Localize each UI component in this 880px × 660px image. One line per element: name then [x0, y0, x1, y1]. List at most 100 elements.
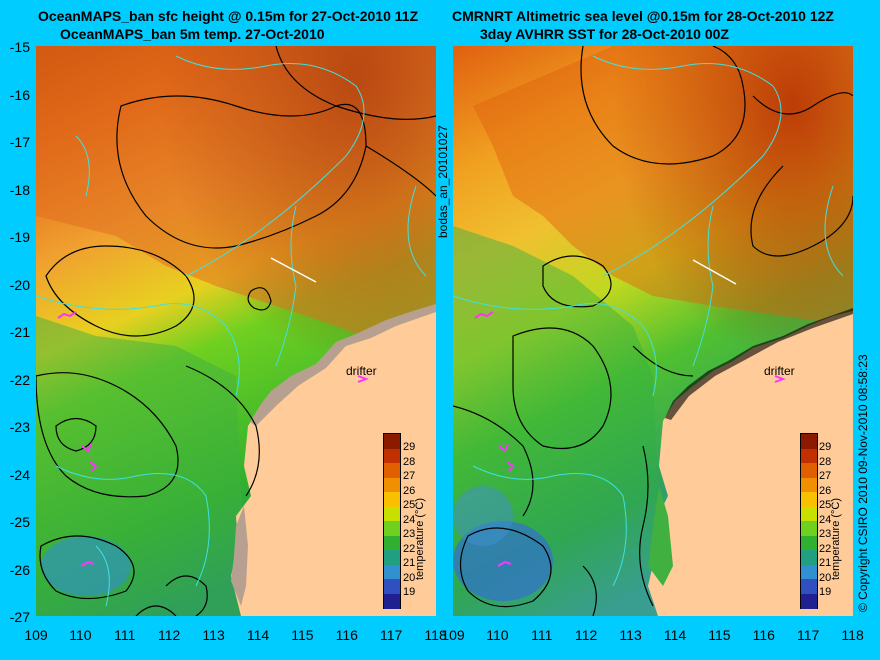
- colorbar-tick-label: 20: [403, 571, 416, 584]
- colorbar-swatch: [384, 506, 400, 522]
- colorbar-swatch: [801, 477, 817, 493]
- colorbar-tick-label: 28: [819, 455, 832, 468]
- drifter-tracks: [474, 311, 786, 567]
- colorbar-swatch: [801, 448, 817, 464]
- colorbar-swatch: [801, 550, 817, 565]
- x-tick-label: 111: [114, 627, 136, 643]
- colorbar-swatch: [384, 477, 400, 493]
- y-tick-label: -27: [9, 609, 30, 625]
- colorbar-tick-label: 26: [819, 484, 832, 497]
- y-tick-label: -16: [9, 86, 30, 103]
- colorbar-tick-label: 29: [819, 441, 832, 454]
- colorbar-swatch: [384, 448, 400, 464]
- land-shadow: [250, 304, 436, 426]
- colorbar-title-left: temperature (°C): [414, 497, 426, 580]
- x-tick-label: 117: [380, 627, 403, 643]
- x-tick-label: 118: [424, 627, 447, 643]
- y-tick-label: -23: [9, 419, 30, 435]
- colorbar-swatch: [801, 593, 817, 609]
- bathymetry-contours: [453, 55, 844, 587]
- colorbar-swatch: [801, 506, 817, 522]
- colorbar-tick-label: 20: [819, 571, 832, 584]
- colorbar-swatch: [384, 593, 400, 609]
- colorbar-swatch: [384, 550, 400, 565]
- y-tick-label: -22: [9, 371, 30, 388]
- colorbar-tick-label: 27: [403, 470, 416, 483]
- copyright-label: © Copyright CSIRO 2010 09-Nov-2010 08:58…: [856, 354, 870, 612]
- sea-level-contours: [36, 46, 436, 616]
- x-tick-label: 113: [619, 627, 642, 643]
- bathymetry-contours: [36, 55, 427, 607]
- y-tick-label: -18: [9, 181, 30, 198]
- colorbar-swatch: [801, 564, 817, 580]
- middle-side-label: bodas_an_20101027: [436, 125, 450, 238]
- colorbar-swatch: [384, 521, 400, 536]
- colorbar-tick-label: 19: [819, 586, 832, 599]
- colorbar-tick-label: 26: [403, 484, 416, 497]
- colorbar-right: [800, 433, 818, 609]
- colorbar-swatch: [801, 521, 817, 536]
- colorbar-tick-label: 22: [403, 542, 416, 555]
- colorbar-left: [383, 433, 401, 609]
- transect-line: [692, 259, 737, 285]
- y-tick-label: -21: [9, 324, 30, 340]
- colorbar-swatch: [801, 579, 817, 594]
- x-tick-label: 113: [202, 627, 225, 643]
- y-tick-label: -26: [9, 561, 30, 578]
- x-tick-label: 109: [441, 627, 465, 643]
- colorbar-swatch: [384, 463, 400, 478]
- colorbar-tick-label: 23: [819, 528, 832, 541]
- left-title-line1: OceanMAPS_ban sfc height @ 0.15m for 27-…: [38, 8, 419, 24]
- colorbar-tick-label: 19: [403, 586, 416, 599]
- right-title-line2: 3day AVHRR SST for 28-Oct-2010 00Z: [480, 26, 729, 42]
- colorbar-swatch: [384, 579, 400, 594]
- y-tick-label: -25: [9, 514, 30, 530]
- right-title-line1: CMRNRT Altimetric sea level @0.15m for 2…: [452, 8, 834, 24]
- colorbar-swatch: [801, 463, 817, 478]
- colorbar-tick-label: 21: [403, 557, 416, 570]
- colorbar-tick-label: 24: [819, 513, 832, 526]
- left-map-panel: [36, 46, 436, 616]
- sea-level-contours: [453, 46, 853, 616]
- drifter-label-right: drifter: [764, 364, 795, 378]
- colorbar-swatch: [384, 434, 400, 449]
- x-tick-label: 110: [486, 627, 509, 643]
- left-map-svg: [36, 46, 436, 616]
- colorbar-tick-label: 22: [819, 542, 832, 555]
- x-tick-label: 117: [797, 627, 820, 643]
- colorbar-swatch: [384, 535, 400, 551]
- x-tick-label: 111: [531, 627, 553, 643]
- right-map-panel: [453, 46, 853, 616]
- colorbar-tick-label: 28: [403, 455, 416, 468]
- left-title-line2: OceanMAPS_ban 5m temp. 27-Oct-2010: [60, 26, 325, 42]
- colorbar-swatch: [801, 535, 817, 551]
- x-tick-label: 118: [841, 627, 864, 643]
- x-tick-label: 114: [663, 627, 687, 643]
- colorbar-tick-label: 23: [403, 528, 416, 541]
- x-tick-label: 116: [752, 627, 775, 643]
- colorbar-tick-label: 25: [819, 499, 832, 512]
- colorbar-tick-label: 25: [403, 499, 416, 512]
- transect-line: [270, 257, 317, 283]
- right-map-svg: [453, 46, 853, 616]
- x-tick-label: 114: [246, 627, 270, 643]
- colorbar-tick-label: 29: [403, 441, 416, 454]
- y-tick-label: -20: [9, 276, 30, 293]
- colorbar-swatch: [801, 434, 817, 449]
- colorbar-swatch: [801, 492, 817, 507]
- colorbar-tick-label: 21: [819, 557, 832, 570]
- colorbar-swatch: [384, 492, 400, 507]
- x-tick-label: 116: [335, 627, 358, 643]
- colorbar-title-right: temperature (°C): [830, 497, 842, 580]
- colorbar-tick-label: 24: [403, 513, 416, 526]
- y-tick-label: -24: [9, 466, 30, 483]
- y-tick-label: -19: [9, 229, 30, 245]
- colorbar-tick-label: 27: [819, 470, 832, 483]
- x-tick-label: 110: [69, 627, 92, 643]
- colorbar-swatch: [384, 564, 400, 580]
- y-tick-label: -17: [9, 134, 30, 150]
- x-tick-label: 109: [24, 627, 48, 643]
- x-tick-label: 112: [575, 627, 598, 643]
- drifter-label-left: drifter: [346, 364, 377, 378]
- x-tick-label: 112: [158, 627, 181, 643]
